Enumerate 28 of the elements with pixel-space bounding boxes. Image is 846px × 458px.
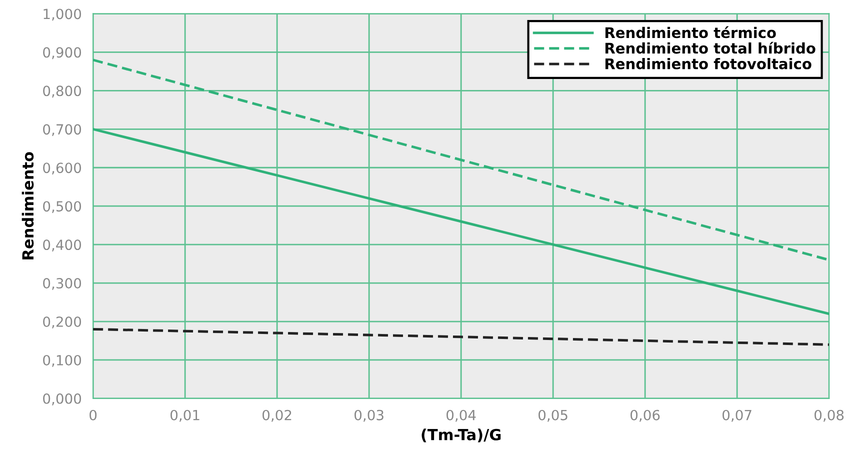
y-tick-label: 0,500 [43, 201, 82, 213]
line-series [93, 328, 830, 346]
x-tick-label: 0,01 [170, 410, 200, 422]
x-axis-title: (Tm-Ta)/G [422, 428, 501, 442]
y-axis-title: Rendimiento [22, 152, 34, 260]
x-tick-label: 0,04 [446, 410, 476, 422]
x-tick-label: 0,08 [814, 410, 844, 422]
legend-label: Rendimiento total híbrido [605, 42, 816, 54]
x-tick-label: 0 [90, 410, 97, 420]
y-tick-label: 0,900 [43, 47, 82, 60]
y-tick-label: 0,400 [43, 240, 82, 252]
line-series [93, 58, 830, 262]
y-tick-label: 0,700 [43, 124, 82, 136]
y-tick-label: 0,200 [43, 316, 82, 328]
line-series [93, 128, 830, 316]
x-tick-label: 0,05 [538, 410, 568, 422]
legend-label: Rendimiento fotovoltaico [605, 58, 812, 70]
y-tick-label: 0,000 [43, 393, 82, 406]
legend-label: Rendimiento térmico [605, 26, 776, 38]
y-tick-label: 0,600 [43, 162, 82, 175]
x-tick-label: 0,06 [630, 410, 660, 422]
x-tick-label: 0,07 [722, 410, 752, 422]
x-tick-label: 0,03 [354, 410, 384, 422]
x-tick-label: 0,02 [262, 410, 292, 422]
y-tick-label: 1,000 [44, 8, 82, 21]
y-tick-label: 0,100 [43, 354, 82, 367]
y-tick-label: 0,300 [43, 278, 82, 290]
y-tick-label: 0,800 [43, 86, 82, 98]
